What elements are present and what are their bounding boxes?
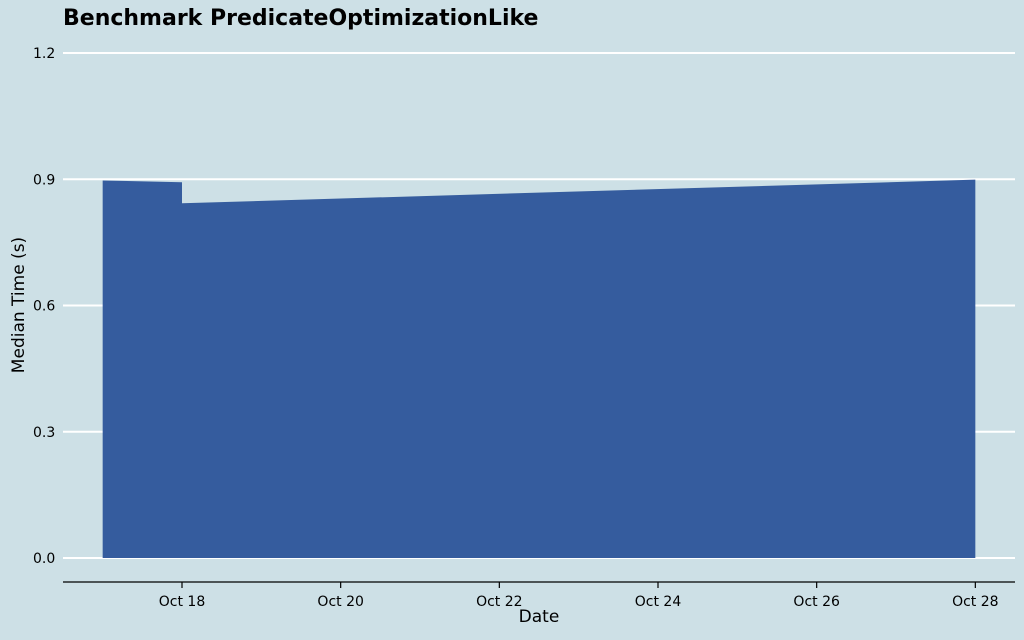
chart-title: Benchmark PredicateOptimizationLike [63,6,539,31]
x-axis [63,581,1015,588]
y-tick-label: 0.9 [33,172,55,188]
y-tick-label: 0.3 [33,425,55,441]
x-axis-label: Date [518,607,560,627]
y-tick-labels: 0.0 0.3 0.6 0.9 1.2 [33,46,55,567]
x-tick-labels: Oct 18 Oct 20 Oct 22 Oct 24 Oct 26 Oct 28 [159,594,999,610]
y-tick-label: 0.0 [33,551,55,567]
area-fill [102,179,976,558]
x-tick-label: Oct 18 [159,594,205,610]
y-axis-label: Median Time (s) [9,236,29,374]
x-tick-label: Oct 20 [317,594,363,610]
y-tick-label: 1.2 [33,46,55,62]
area-series [102,179,976,558]
y-tick-label: 0.6 [33,299,55,315]
x-tick-label: Oct 24 [635,594,682,610]
x-tick-label: Oct 28 [952,594,998,610]
y-axis-label-container: Median Time (s) [7,210,31,400]
x-tick-label: Oct 26 [793,594,840,610]
x-tick-label: Oct 22 [476,594,522,610]
